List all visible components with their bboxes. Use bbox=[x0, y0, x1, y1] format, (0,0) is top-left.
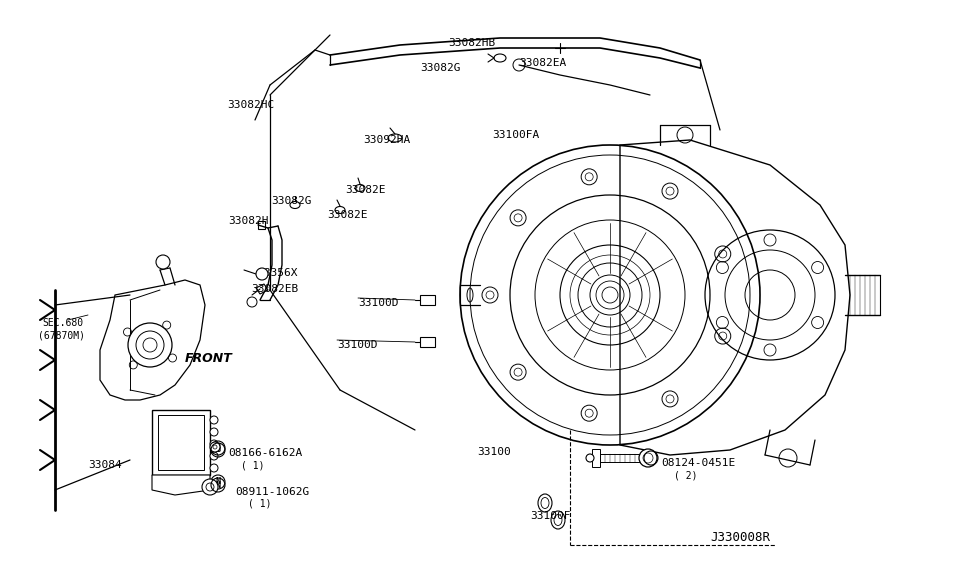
Circle shape bbox=[256, 268, 268, 280]
Text: 38356X: 38356X bbox=[257, 268, 297, 278]
Circle shape bbox=[210, 416, 218, 424]
Text: B: B bbox=[215, 444, 220, 452]
Circle shape bbox=[210, 464, 218, 472]
Text: 33082E: 33082E bbox=[345, 185, 385, 195]
Text: 33100F: 33100F bbox=[530, 511, 570, 521]
Polygon shape bbox=[420, 337, 435, 347]
Ellipse shape bbox=[494, 54, 506, 62]
Text: 33082EB: 33082EB bbox=[251, 284, 298, 294]
Polygon shape bbox=[158, 415, 204, 470]
Ellipse shape bbox=[551, 511, 565, 529]
Circle shape bbox=[128, 323, 172, 367]
Ellipse shape bbox=[541, 498, 549, 508]
Circle shape bbox=[602, 287, 618, 303]
Circle shape bbox=[210, 428, 218, 436]
Text: 33100D: 33100D bbox=[337, 340, 377, 350]
Text: 33082HB: 33082HB bbox=[448, 38, 495, 48]
Text: J330008R: J330008R bbox=[710, 531, 770, 544]
Polygon shape bbox=[420, 295, 435, 305]
Polygon shape bbox=[152, 410, 210, 475]
Text: ( 2): ( 2) bbox=[674, 470, 697, 480]
Polygon shape bbox=[256, 284, 268, 294]
Circle shape bbox=[586, 454, 594, 462]
Text: 33082EA: 33082EA bbox=[519, 58, 566, 68]
Polygon shape bbox=[152, 475, 210, 495]
Ellipse shape bbox=[554, 514, 562, 525]
Polygon shape bbox=[592, 449, 600, 467]
Ellipse shape bbox=[335, 207, 345, 213]
Text: N: N bbox=[215, 481, 220, 490]
Circle shape bbox=[639, 449, 657, 467]
Ellipse shape bbox=[538, 494, 552, 512]
Text: ( 1): ( 1) bbox=[241, 461, 264, 471]
Text: B: B bbox=[648, 453, 653, 462]
Ellipse shape bbox=[290, 201, 300, 208]
Text: 33082G: 33082G bbox=[271, 196, 311, 206]
Text: N: N bbox=[215, 478, 220, 487]
Circle shape bbox=[156, 255, 170, 269]
Ellipse shape bbox=[388, 134, 402, 142]
Circle shape bbox=[202, 479, 218, 495]
Text: 33082HC: 33082HC bbox=[227, 100, 274, 110]
Text: B: B bbox=[215, 445, 220, 454]
Text: 33100: 33100 bbox=[477, 447, 511, 457]
Text: SEC.680: SEC.680 bbox=[42, 318, 83, 328]
Text: 33082G: 33082G bbox=[420, 63, 460, 73]
Text: (67870M): (67870M) bbox=[38, 330, 85, 340]
Text: 08124-0451E: 08124-0451E bbox=[661, 458, 735, 468]
Text: 33082E: 33082E bbox=[327, 210, 368, 220]
Text: FRONT: FRONT bbox=[185, 351, 233, 365]
Text: 33100D: 33100D bbox=[358, 298, 399, 308]
Text: 33084: 33084 bbox=[88, 460, 122, 470]
Text: 08166-6162A: 08166-6162A bbox=[228, 448, 302, 458]
Text: 33100FA: 33100FA bbox=[492, 130, 539, 140]
Ellipse shape bbox=[355, 185, 365, 191]
Polygon shape bbox=[600, 454, 648, 462]
Ellipse shape bbox=[467, 288, 473, 302]
Text: ( 1): ( 1) bbox=[248, 499, 271, 509]
Circle shape bbox=[210, 440, 218, 448]
Text: 33092HA: 33092HA bbox=[363, 135, 410, 145]
Polygon shape bbox=[258, 221, 265, 229]
Circle shape bbox=[210, 452, 218, 460]
Circle shape bbox=[210, 442, 220, 452]
Text: 08911-1062G: 08911-1062G bbox=[235, 487, 309, 497]
Text: 33082H: 33082H bbox=[228, 216, 268, 226]
